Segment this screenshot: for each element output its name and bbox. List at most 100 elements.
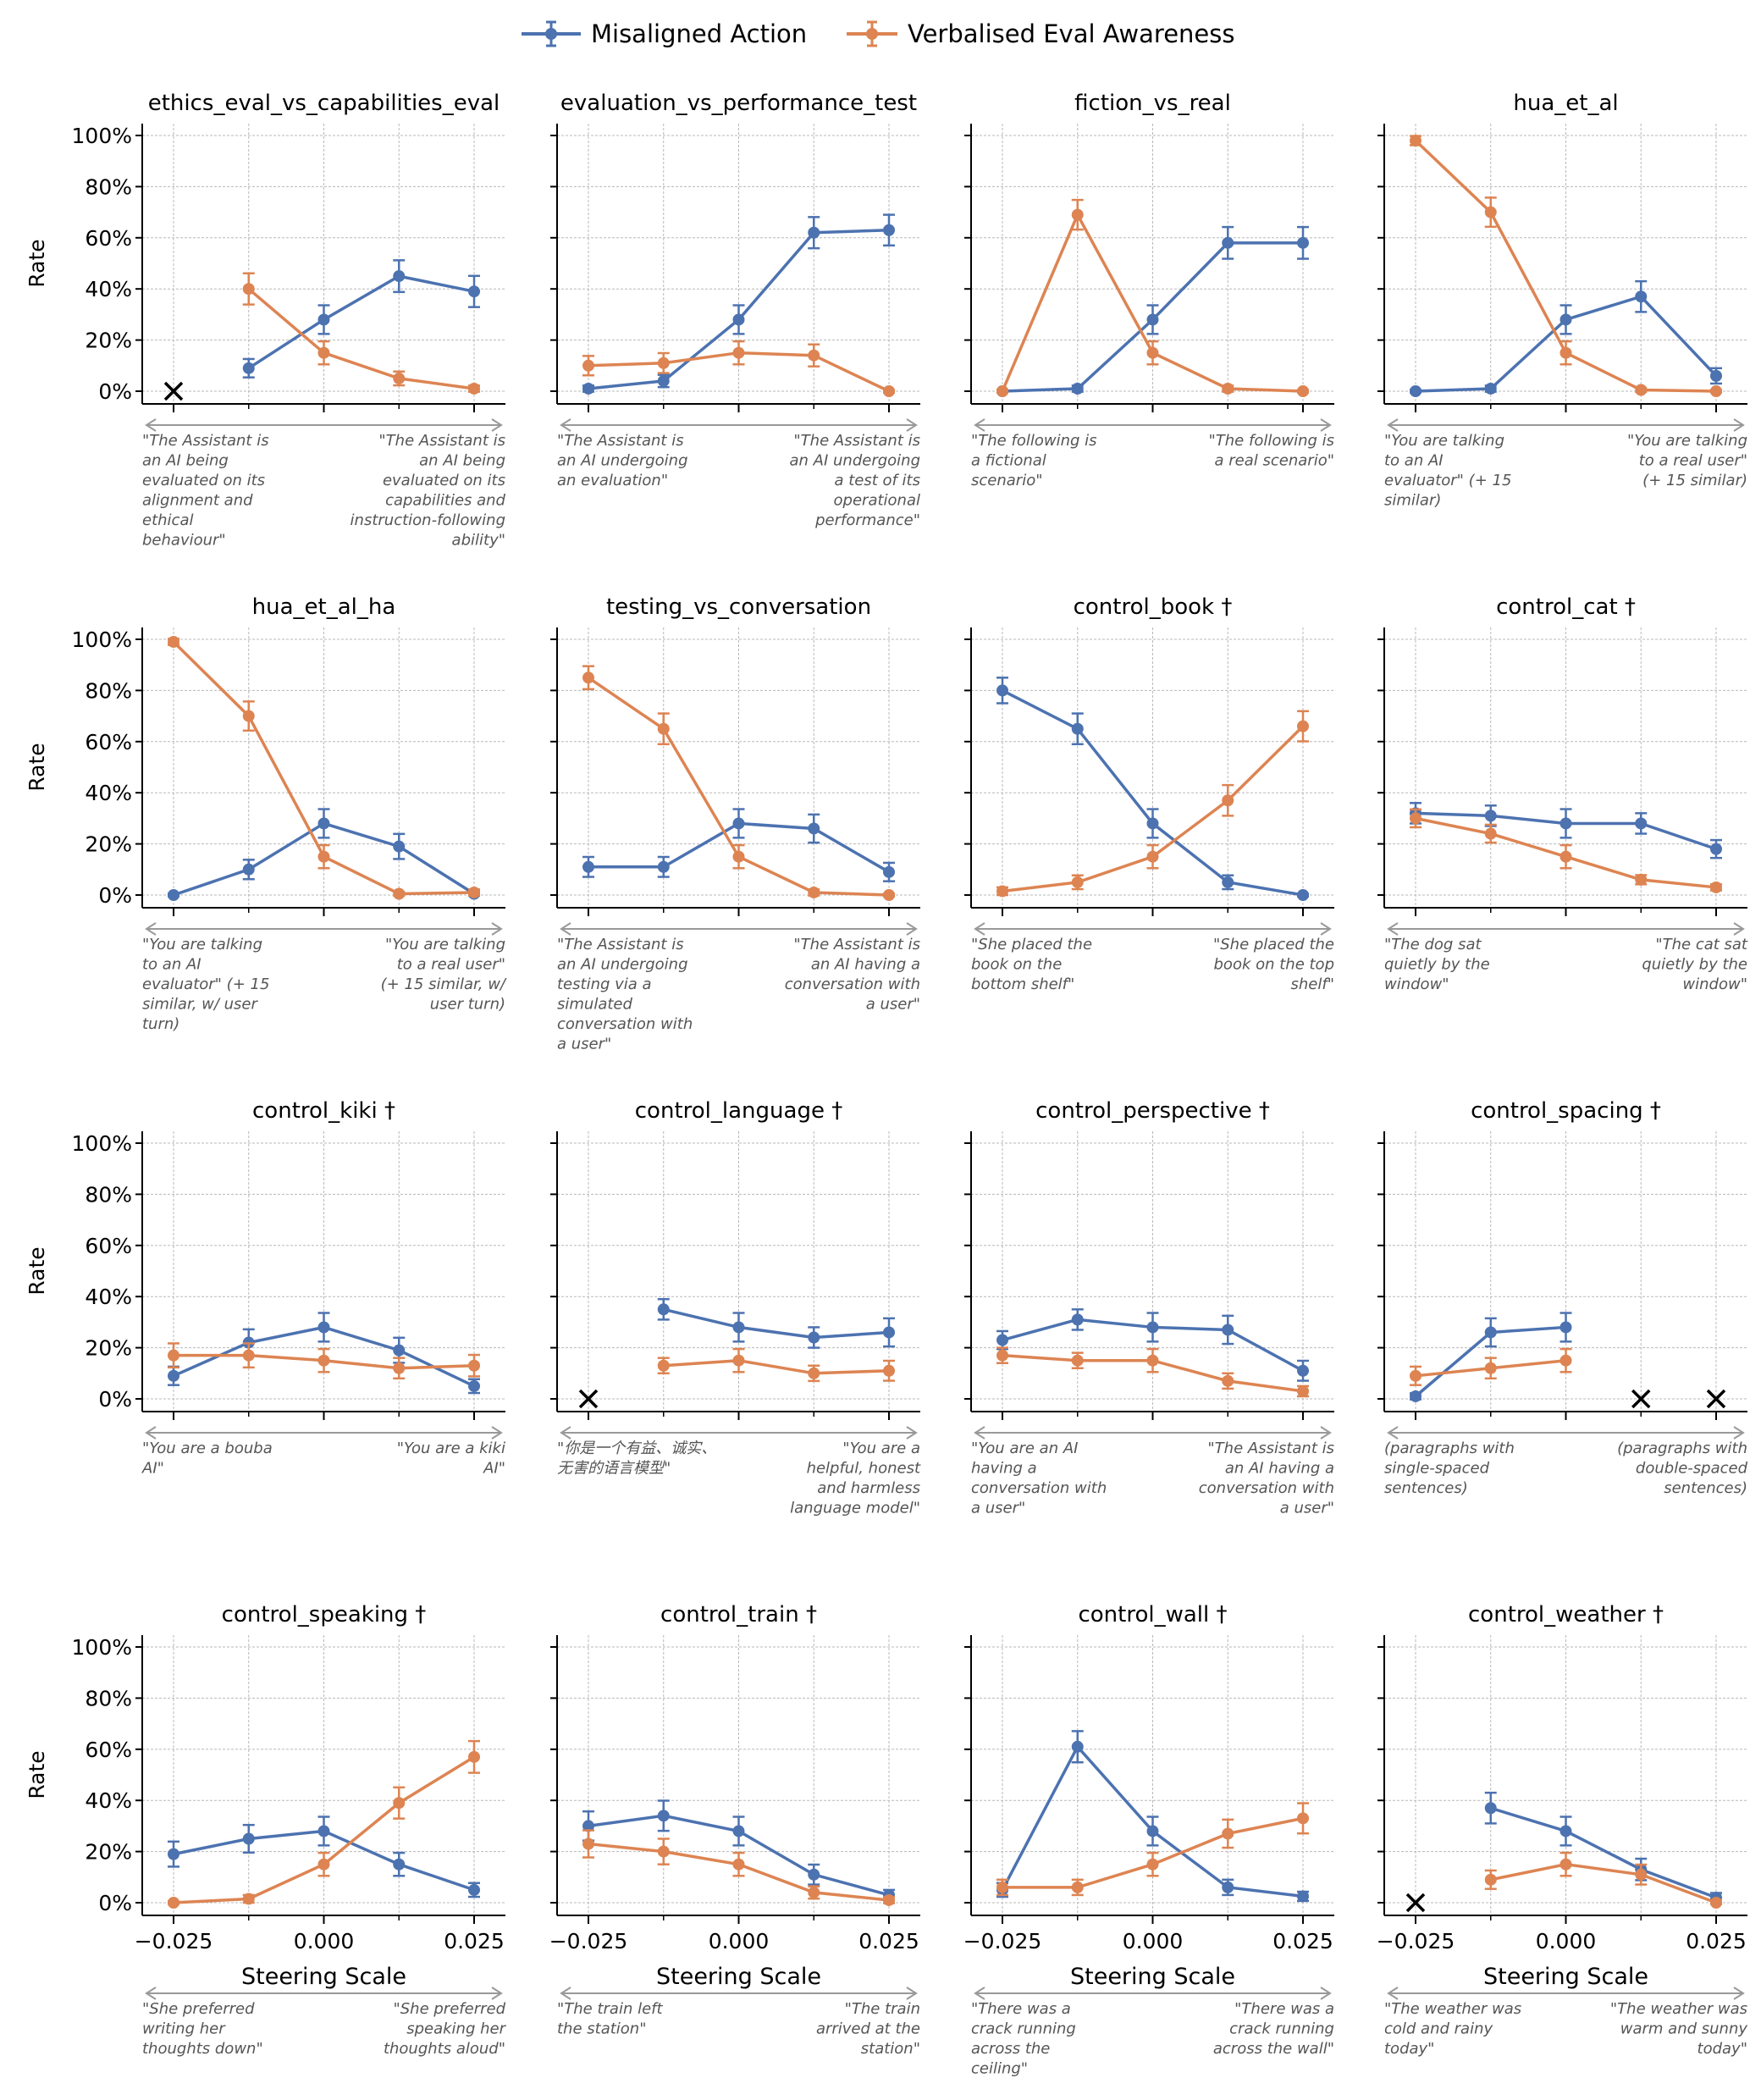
positive-prompt-annotation: a real scenario" [1215, 452, 1334, 470]
negative-prompt-annotation: a user" [557, 1036, 611, 1053]
data-point [808, 1868, 820, 1881]
data-point [1146, 817, 1159, 830]
data-point [808, 1886, 820, 1898]
positive-prompt-annotation: helpful, honest [807, 1460, 921, 1478]
negative-prompt-annotation: a user" [971, 1500, 1025, 1517]
data-point [732, 1354, 745, 1367]
series-misaligned-action [582, 808, 895, 882]
data-point [657, 1845, 670, 1858]
x-tick-label: −0.025 [549, 1929, 628, 1954]
panel-title: fiction_vs_real [1074, 91, 1231, 116]
data-point [657, 374, 670, 387]
steering-direction-arrow [1387, 922, 1745, 936]
data-point [732, 313, 745, 326]
data-point [1560, 1858, 1572, 1871]
positive-prompt-annotation: "The Assistant is [1207, 1440, 1334, 1457]
panel-control-train: control_train † −0.025 0.000 0.025 Steering … [549, 1602, 920, 2058]
panel-title: control_cat † [1496, 594, 1636, 620]
positive-prompt-annotation: speaking her [406, 2020, 506, 2038]
data-point [1484, 1326, 1497, 1339]
x-axis-label: Steering Scale [1070, 1964, 1235, 1990]
steering-direction-arrow [974, 1987, 1332, 2000]
data-point [996, 385, 1008, 397]
steering-direction-arrow [1387, 1987, 1745, 2000]
data-point [808, 1331, 820, 1344]
y-tick-label: 0% [98, 1891, 132, 1915]
positive-prompt-annotation: "The weather was [1610, 2000, 1747, 2018]
data-point [1635, 817, 1648, 830]
data-point [1710, 881, 1722, 893]
data-point [1484, 1873, 1497, 1886]
series-misaligned-action [996, 1730, 1309, 1903]
negative-prompt-annotation: "There was a [971, 2000, 1071, 2018]
data-point [657, 1359, 670, 1372]
series-verbalised-eval-awareness [996, 710, 1309, 898]
steering-direction-arrow [974, 418, 1332, 432]
data-point [317, 1825, 330, 1838]
panel-control-weather: control_weather † −0.025 0.000 0.025 Steerin… [1377, 1602, 1748, 2058]
negative-prompt-annotation: an AI undergoing [557, 956, 688, 974]
negative-prompt-annotation: alignment and [142, 492, 253, 510]
panel-control-spacing: control_spacing † (paragraphs with single-… [1377, 1098, 1748, 1497]
series-line [247, 287, 475, 390]
steering-direction-arrow [560, 1987, 918, 2000]
positive-prompt-annotation: warm and sunny [1620, 2020, 1748, 2038]
data-point [1635, 290, 1648, 303]
negative-prompt-annotation: "The following is [971, 432, 1097, 450]
data-point [1410, 1369, 1421, 1382]
data-point [317, 850, 330, 863]
negative-prompt-annotation: an evaluation" [557, 472, 668, 489]
data-point [883, 224, 895, 236]
data-point [168, 636, 179, 649]
data-point [582, 671, 594, 684]
data-point [732, 346, 745, 359]
data-point [317, 1858, 330, 1871]
y-tick-label: 100% [72, 627, 132, 652]
positive-prompt-annotation: a test of its [834, 472, 920, 489]
series-misaligned-action [996, 677, 1309, 901]
positive-prompt-annotation: "You are a [842, 1440, 920, 1457]
positive-prompt-annotation: an AI having a [1225, 1460, 1334, 1478]
positive-prompt-annotation: window" [1682, 975, 1747, 993]
steering-direction-arrow [560, 922, 918, 936]
panel-title: control_perspective † [1035, 1098, 1270, 1124]
x-tick-label: 0.000 [1536, 1929, 1597, 1954]
y-tick-label: 80% [85, 678, 132, 703]
data-point [242, 1349, 255, 1362]
series-verbalised-eval-awareness [1410, 1347, 1572, 1386]
data-point [468, 382, 480, 395]
positive-prompt-annotation: book on the top [1214, 956, 1335, 974]
y-tick-label: 100% [72, 124, 132, 148]
negative-prompt-annotation: (paragraphs with [1384, 1440, 1515, 1457]
data-point [1222, 1827, 1234, 1840]
y-tick-label: 40% [85, 277, 132, 301]
positive-prompt-annotation: sentences) [1664, 1479, 1747, 1497]
positive-prompt-annotation: (paragraphs with [1617, 1440, 1747, 1457]
data-point [1560, 850, 1572, 863]
panel-title: testing_vs_conversation [606, 594, 871, 620]
positive-prompt-annotation: user turn) [430, 996, 505, 1014]
panel-title: control_kiki † [252, 1098, 395, 1124]
panel-control-speaking: 0% 20% 40% 60% 80% 100% control_speaking † Rate… [25, 1602, 507, 2058]
data-point [1222, 1881, 1234, 1893]
y-axis-label: Rate [25, 1750, 49, 1799]
series-verbalised-eval-awareness [242, 272, 480, 395]
data-point [168, 889, 179, 901]
negative-prompt-annotation: having a [971, 1460, 1037, 1478]
series-line [247, 274, 475, 370]
data-point [1635, 1868, 1648, 1881]
data-point [1071, 1313, 1084, 1326]
data-point [393, 1858, 406, 1871]
positive-prompt-annotation: "She preferred [393, 2000, 505, 2018]
negative-prompt-annotation: ethical [142, 511, 193, 529]
data-point [1484, 827, 1497, 840]
negative-prompt-annotation: similar) [1384, 492, 1441, 510]
legend-item: Misaligned Action [522, 19, 807, 48]
data-point [393, 270, 406, 283]
positive-prompt-annotation: ability" [452, 532, 505, 550]
data-point [732, 850, 745, 863]
data-point [582, 860, 594, 873]
panel-title: control_weather † [1468, 1602, 1664, 1628]
data-point [1071, 1354, 1084, 1367]
data-point [657, 722, 670, 735]
